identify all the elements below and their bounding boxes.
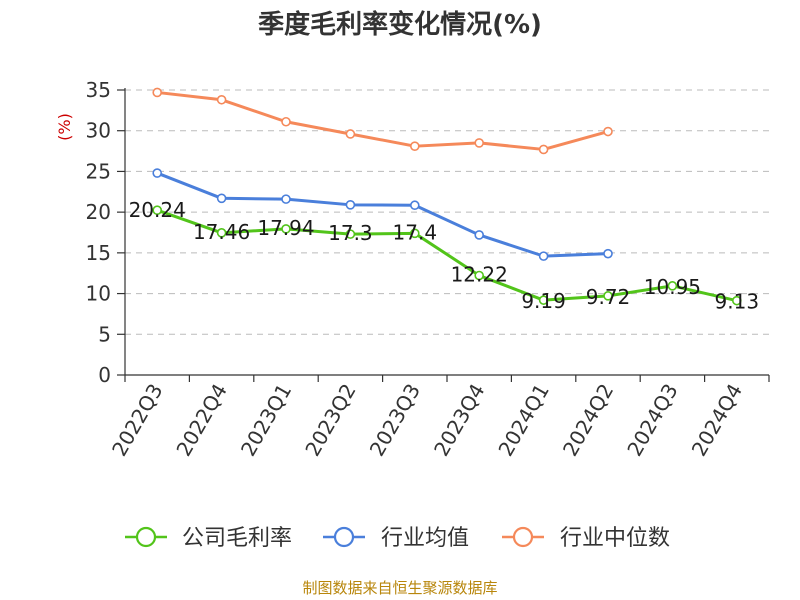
data-point: [667, 281, 678, 291]
data-point: [603, 248, 613, 259]
series-group: [152, 87, 742, 306]
data-point: [603, 291, 613, 301]
data-point: [345, 129, 356, 139]
legend-marker: [135, 526, 157, 548]
data-label: 9.13: [715, 290, 760, 314]
x-tick-label: 2023Q4: [429, 380, 489, 461]
data-point: [409, 200, 420, 211]
data-point: [603, 126, 613, 137]
data-point: [281, 116, 291, 127]
data-point: [152, 205, 162, 215]
x-tick-label: 2022Q3: [107, 380, 167, 461]
series-line-2: [157, 90, 609, 151]
y-tick-label: 15: [86, 241, 111, 265]
data-label: 20.24: [129, 198, 186, 222]
data-point: [538, 295, 549, 305]
y-axis-label: (%): [55, 113, 74, 141]
legend-marker: [512, 526, 534, 548]
data-label: 9.19: [521, 289, 566, 313]
data-point: [216, 193, 227, 204]
legend-label: 行业中位数: [560, 526, 670, 551]
data-point: [216, 228, 227, 238]
x-tick-label: 2024Q3: [622, 380, 682, 461]
x-tick-label: 2023Q2: [300, 380, 360, 461]
x-tick-label: 2023Q3: [365, 380, 425, 461]
data-point: [281, 224, 291, 234]
data-point: [409, 141, 420, 151]
data-label: 9.72: [586, 285, 631, 309]
data-label: 17.4: [393, 220, 438, 244]
y-tick-label: 0: [98, 363, 111, 387]
legend-label: 公司毛利率: [182, 526, 292, 551]
legend-label: 行业均值: [381, 526, 469, 551]
y-tick-label: 35: [86, 78, 111, 102]
data-point: [538, 251, 549, 261]
series-line-0: [156, 208, 738, 303]
data-label: 17.3: [328, 221, 373, 245]
data-point: [281, 194, 291, 204]
y-tick-label: 10: [86, 282, 111, 306]
data-label: 17.94: [257, 216, 314, 240]
data-point: [152, 87, 162, 98]
data-point: [731, 295, 742, 306]
data-label: 17.46: [193, 220, 250, 244]
x-tick-label: 2024Q1: [493, 380, 553, 461]
data-point: [345, 229, 356, 239]
y-tick-label: 25: [86, 159, 111, 183]
x-tick-label: 2024Q2: [558, 380, 618, 461]
data-label: 10.95: [644, 275, 701, 299]
data-point: [152, 168, 162, 178]
data-point: [474, 270, 485, 281]
y-tick-label: 20: [86, 200, 111, 224]
data-point: [216, 94, 227, 105]
data-point: [474, 138, 485, 148]
legend-marker: [333, 526, 355, 548]
y-tick-label: 30: [86, 119, 111, 143]
data-point: [538, 144, 549, 155]
data-point: [409, 228, 420, 239]
x-tick-label: 2024Q4: [687, 380, 747, 461]
source-note: 制图数据来自恒生聚源数据库: [302, 579, 498, 597]
chart-title: 季度毛利率变化情况(%): [258, 10, 542, 40]
data-point: [345, 200, 356, 210]
legend: 公司毛利率 行业均值 行业中位数: [125, 526, 670, 551]
data-labels: 20.24 17.46 17.94 17.3 17.4 12.22 9.19 9.72 10.9…: [129, 198, 759, 313]
y-tick-label: 5: [98, 322, 111, 346]
data-point: [474, 230, 485, 240]
x-tick-label: 2022Q4: [171, 380, 231, 461]
series-line-1: [156, 171, 609, 258]
x-tick-label: 2023Q1: [236, 380, 296, 461]
data-label: 12.22: [451, 262, 508, 286]
